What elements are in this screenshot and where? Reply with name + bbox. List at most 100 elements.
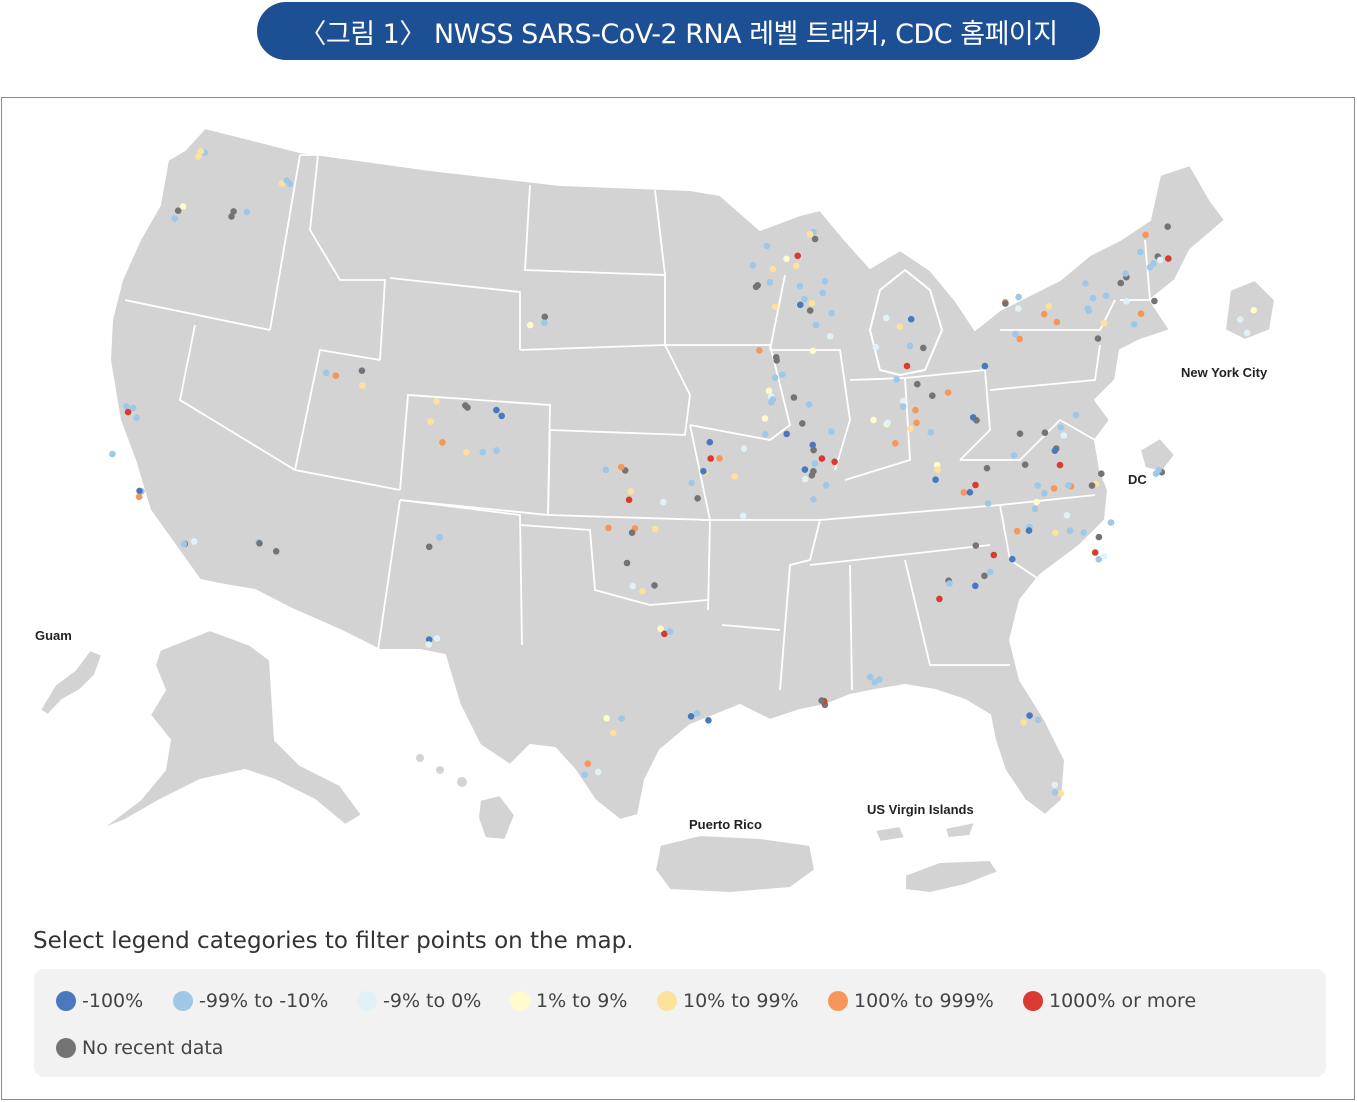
map-point[interactable] — [811, 235, 819, 243]
map-point[interactable] — [197, 148, 205, 155]
map-point[interactable] — [883, 314, 890, 322]
map-point[interactable] — [1025, 527, 1033, 534]
map-point[interactable] — [899, 403, 907, 410]
map-point[interactable] — [541, 313, 549, 321]
map-point[interactable] — [739, 512, 747, 520]
legend-item-no-recent-data[interactable]: No recent data — [56, 1037, 223, 1059]
map-point[interactable] — [1165, 255, 1172, 262]
map-point[interactable] — [810, 446, 817, 454]
map-point[interactable] — [332, 372, 340, 380]
map-point[interactable] — [1156, 256, 1164, 264]
map-point[interactable] — [436, 534, 443, 541]
map-point[interactable] — [1107, 519, 1115, 526]
map-point[interactable] — [913, 419, 920, 427]
map-point[interactable] — [493, 406, 500, 414]
map-point[interactable] — [981, 362, 989, 370]
map-point[interactable] — [740, 445, 748, 452]
map-point[interactable] — [1040, 310, 1048, 318]
map-point[interactable] — [1150, 260, 1157, 267]
map-point[interactable] — [1031, 505, 1039, 513]
map-point[interactable] — [602, 466, 610, 474]
map-point[interactable] — [124, 408, 132, 416]
map-point[interactable] — [871, 679, 879, 686]
map-point[interactable] — [1243, 329, 1251, 337]
map-point[interactable] — [610, 729, 617, 737]
map-point[interactable] — [493, 447, 500, 454]
map-point[interactable] — [625, 496, 633, 504]
map-point[interactable] — [1122, 270, 1129, 277]
map-point[interactable] — [1142, 231, 1149, 239]
map-point[interactable] — [892, 440, 899, 447]
map-point[interactable] — [1041, 490, 1048, 497]
map-point[interactable] — [1014, 305, 1022, 312]
map-point[interactable] — [960, 489, 968, 496]
map-point[interactable] — [972, 542, 980, 549]
map-point[interactable] — [893, 376, 900, 383]
map-point[interactable] — [498, 412, 506, 420]
map-point[interactable] — [944, 389, 952, 396]
map-point[interactable] — [794, 252, 801, 260]
map-point[interactable] — [1010, 452, 1018, 459]
map-point[interactable] — [1102, 292, 1110, 300]
map-point[interactable] — [754, 282, 761, 289]
map-point[interactable] — [628, 529, 636, 536]
map-point[interactable] — [810, 468, 817, 475]
map-point[interactable] — [129, 404, 137, 412]
map-point[interactable] — [990, 551, 998, 559]
map-point[interactable] — [831, 458, 838, 466]
map-point[interactable] — [972, 582, 979, 590]
map-point[interactable] — [731, 473, 738, 480]
map-point[interactable] — [190, 538, 198, 545]
map-point[interactable] — [278, 180, 286, 187]
map-point[interactable] — [932, 476, 939, 484]
map-point[interactable] — [766, 279, 774, 286]
map-point[interactable] — [1020, 719, 1027, 726]
map-point[interactable] — [171, 215, 178, 222]
map-point[interactable] — [657, 625, 664, 632]
map-point[interactable] — [828, 309, 835, 317]
map-point[interactable] — [783, 255, 790, 263]
legend-item-minus-9-to-0[interactable]: -9% to 0% — [357, 990, 481, 1012]
map-point[interactable] — [425, 543, 433, 551]
map-point[interactable] — [981, 572, 988, 580]
map-point[interactable] — [1012, 330, 1019, 338]
map-point[interactable] — [809, 441, 816, 449]
map-points[interactable] — [109, 148, 1257, 797]
map-point[interactable] — [605, 524, 612, 532]
map-point[interactable] — [661, 630, 668, 638]
map-point[interactable] — [1052, 529, 1059, 536]
map-point[interactable] — [639, 588, 646, 595]
map-point[interactable] — [1117, 279, 1125, 287]
map-point[interactable] — [526, 321, 534, 329]
map-point[interactable] — [914, 380, 921, 388]
map-point[interactable] — [1152, 470, 1160, 478]
map-point[interactable] — [1057, 424, 1065, 431]
map-point[interactable] — [439, 439, 446, 446]
map-point[interactable] — [806, 307, 814, 314]
map-point[interactable] — [228, 213, 235, 220]
map-point[interactable] — [872, 343, 880, 351]
map-point[interactable] — [629, 582, 636, 590]
map-point[interactable] — [934, 466, 942, 473]
map-point[interactable] — [1151, 297, 1158, 305]
map-point[interactable] — [1057, 790, 1065, 797]
map-point[interactable] — [135, 493, 143, 501]
map-point[interactable] — [1250, 306, 1257, 314]
map-point[interactable] — [1100, 320, 1108, 327]
map-point[interactable] — [230, 208, 237, 215]
map-point[interactable] — [1050, 485, 1058, 492]
map-point[interactable] — [907, 425, 914, 433]
map-point[interactable] — [693, 710, 701, 717]
map-point[interactable] — [109, 450, 116, 458]
map-point[interactable] — [984, 500, 992, 507]
map-point[interactable] — [359, 382, 366, 389]
map-point[interactable] — [1084, 305, 1092, 312]
map-point[interactable] — [1026, 712, 1033, 719]
map-point[interactable] — [1041, 429, 1049, 437]
map-point[interactable] — [1056, 461, 1064, 469]
map-point[interactable] — [651, 582, 658, 589]
map-point[interactable] — [769, 396, 777, 403]
map-point[interactable] — [256, 540, 263, 547]
map-point[interactable] — [603, 715, 610, 722]
